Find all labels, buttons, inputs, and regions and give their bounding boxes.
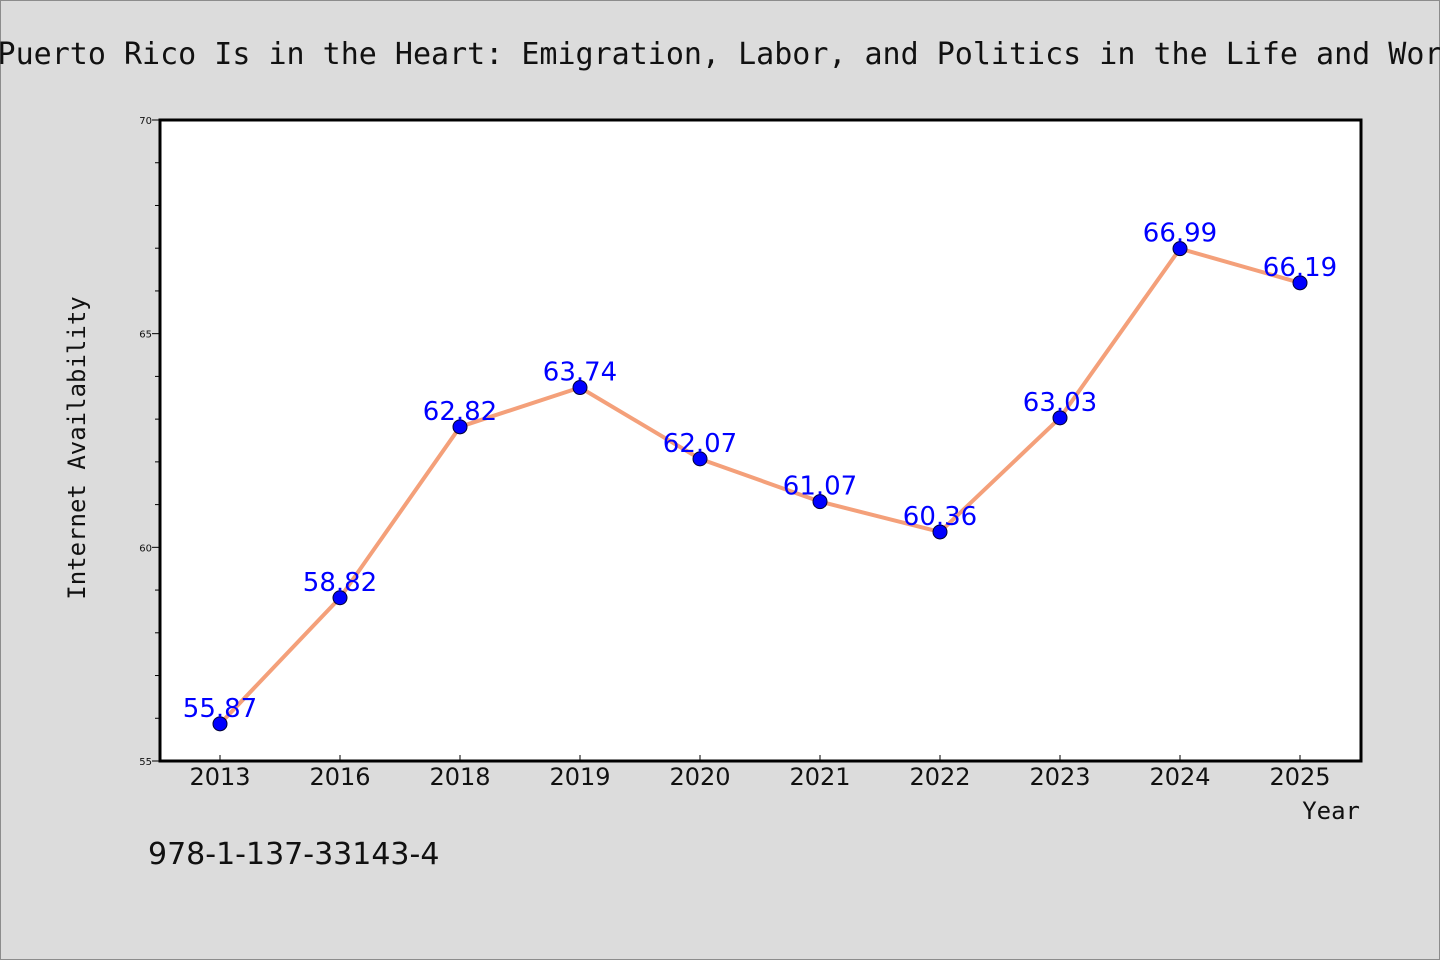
data-labels: 55.87 58.82 62.82 63.74 62.07 61.07 60.36 63.03…: [183, 219, 1337, 724]
y-tick-label: 55: [139, 757, 152, 768]
y-tick-label: 70: [139, 116, 152, 127]
data-label: 61.07: [783, 472, 857, 502]
y-axis: 55 60 65 70: [139, 116, 160, 768]
data-point: [932, 524, 948, 540]
data-label: 62.07: [663, 429, 737, 459]
data-points: [212, 241, 1308, 732]
x-tick-label: 2019: [549, 763, 610, 791]
isbn-text: 978-1-137-33143-4: [148, 837, 439, 872]
x-axis-label: Year: [1302, 797, 1360, 825]
chart-title: Puerto Rico Is in the Heart: Emigration,…: [0, 37, 1440, 72]
data-point: [1292, 275, 1308, 291]
x-tick-label: 2021: [789, 763, 850, 791]
x-tick-label: 2013: [189, 763, 250, 791]
y-tick-label: 60: [139, 543, 152, 554]
data-point: [1172, 241, 1188, 257]
data-point: [812, 494, 828, 510]
y-tick-label: 65: [139, 330, 152, 341]
x-tick-label: 2024: [1149, 763, 1210, 791]
data-label: 55.87: [183, 694, 257, 724]
data-point: [332, 590, 348, 606]
x-tick-label: 2022: [909, 763, 970, 791]
x-tick-label: 2016: [309, 763, 370, 791]
x-tick-label: 2023: [1029, 763, 1090, 791]
data-point: [212, 716, 228, 732]
plot-area: [158, 118, 1363, 763]
series-line: [218, 246, 1301, 726]
data-point: [452, 419, 468, 435]
x-axis: 2013 2016 2018 2019 2020 2021 2022 2023 2024 2025: [189, 755, 1331, 791]
data-label: 58.82: [303, 568, 377, 598]
x-tick-label: 2018: [429, 763, 490, 791]
data-point: [572, 380, 588, 396]
data-label: 66.99: [1143, 219, 1217, 249]
data-label: 63.03: [1023, 388, 1097, 418]
data-label: 62.82: [423, 397, 497, 427]
data-label: 66.19: [1263, 253, 1337, 283]
x-tick-label: 2020: [669, 763, 730, 791]
x-tick-label: 2025: [1269, 763, 1330, 791]
data-point: [1052, 410, 1068, 426]
data-label: 63.74: [543, 358, 617, 388]
y-axis-label: Internet Availability: [63, 296, 91, 599]
data-point: [692, 451, 708, 467]
data-label: 60.36: [903, 502, 977, 532]
